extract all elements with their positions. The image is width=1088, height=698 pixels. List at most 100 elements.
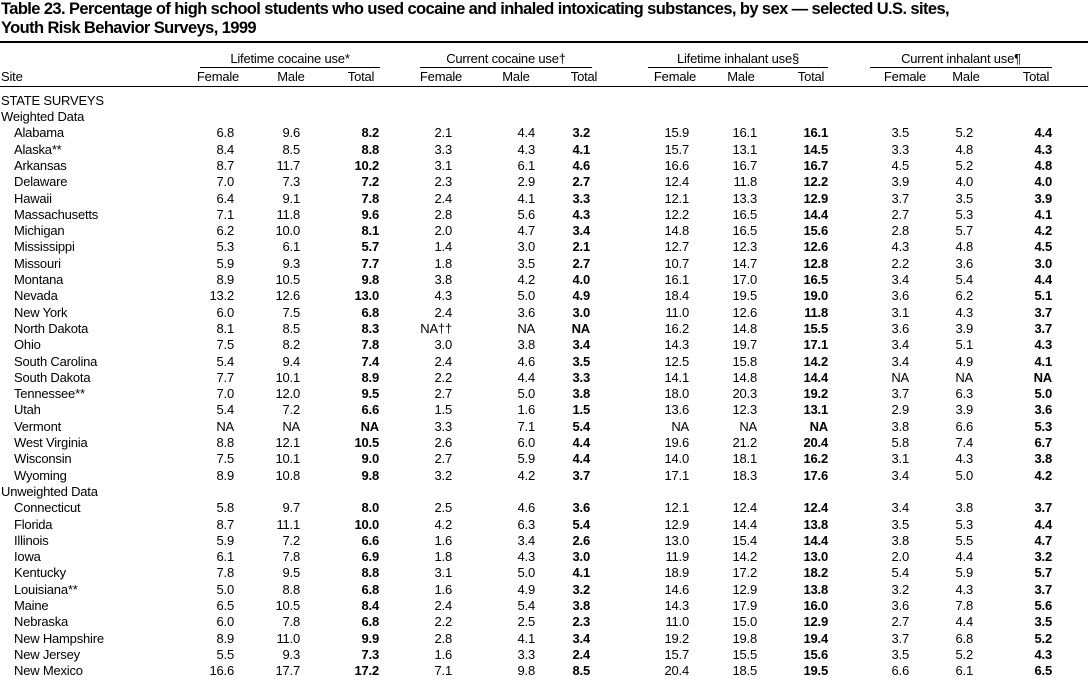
value-cell: 18.1 bbox=[732, 451, 757, 467]
total-cell: 6.6 bbox=[361, 532, 380, 548]
total-cell: 2.4 bbox=[572, 646, 591, 662]
site-name: New Hampshire bbox=[14, 630, 104, 646]
value-cell: 18.9 bbox=[664, 565, 689, 581]
total-cell: 7.2 bbox=[361, 174, 380, 190]
total-cell: 1.5 bbox=[572, 402, 591, 418]
value-cell: 4.6 bbox=[517, 353, 536, 369]
total-cell: 5.7 bbox=[1034, 565, 1053, 581]
value-cell: 4.3 bbox=[955, 451, 974, 467]
value-cell: 3.3 bbox=[891, 141, 910, 157]
value-cell: 16.5 bbox=[732, 206, 757, 222]
value-cell: 18.4 bbox=[664, 288, 689, 304]
total-cell: 9.6 bbox=[361, 206, 380, 222]
value-cell: 5.4 bbox=[891, 565, 910, 581]
value-cell: 6.4 bbox=[216, 190, 235, 206]
site-name: South Carolina bbox=[14, 353, 98, 369]
total-cell: 5.7 bbox=[361, 239, 380, 255]
site-header: Site bbox=[1, 69, 23, 84]
value-cell: 5.2 bbox=[955, 157, 974, 173]
value-cell: 8.5 bbox=[282, 141, 301, 157]
column-header: Female bbox=[196, 69, 240, 84]
total-cell: 4.4 bbox=[1034, 516, 1053, 532]
total-cell: 19.4 bbox=[803, 630, 828, 646]
total-cell: 18.2 bbox=[803, 565, 828, 581]
value-cell: 11.0 bbox=[665, 614, 689, 630]
value-cell: 14.6 bbox=[664, 581, 689, 597]
site-name: Massachusetts bbox=[14, 206, 99, 222]
value-cell: 3.9 bbox=[891, 174, 910, 190]
value-cell: 8.7 bbox=[216, 516, 235, 532]
value-cell: 4.4 bbox=[955, 549, 974, 565]
total-cell: 3.3 bbox=[572, 369, 591, 385]
total-cell: 16.1 bbox=[803, 125, 828, 141]
value-cell: 5.6 bbox=[517, 206, 536, 222]
value-cell: 2.9 bbox=[517, 174, 536, 190]
survey-heading: STATE SURVEYS bbox=[1, 93, 104, 108]
value-cell: 1.6 bbox=[434, 581, 453, 597]
value-cell: 2.0 bbox=[434, 223, 453, 239]
total-cell: 16.5 bbox=[803, 272, 828, 287]
value-cell: 2.7 bbox=[434, 451, 453, 467]
value-cell: 8.9 bbox=[216, 630, 235, 646]
value-cell: 18.0 bbox=[664, 386, 689, 402]
value-cell: 12.1 bbox=[664, 500, 689, 516]
value-cell: 7.8 bbox=[282, 614, 301, 630]
value-cell: 7.5 bbox=[216, 337, 235, 353]
total-cell: 6.8 bbox=[361, 614, 380, 630]
value-cell: 4.3 bbox=[517, 141, 536, 157]
value-cell: 11.9 bbox=[665, 549, 689, 565]
total-cell: 6.8 bbox=[361, 304, 380, 320]
group-header: Current cocaine use† bbox=[446, 51, 566, 66]
value-cell: 5.8 bbox=[216, 500, 235, 516]
total-cell: 9.9 bbox=[361, 630, 380, 646]
site-name: Wyoming bbox=[14, 467, 67, 483]
value-cell: 8.9 bbox=[216, 467, 235, 483]
value-cell: 5.8 bbox=[891, 435, 910, 450]
value-cell: 13.1 bbox=[732, 141, 757, 157]
total-cell: 13.8 bbox=[803, 516, 828, 532]
value-cell: 15.7 bbox=[664, 141, 689, 157]
total-cell: 6.8 bbox=[361, 581, 380, 597]
total-cell: 8.9 bbox=[361, 369, 380, 385]
site-name: Montana bbox=[14, 272, 64, 287]
value-cell: 5.9 bbox=[216, 255, 235, 271]
value-cell: 2.7 bbox=[891, 614, 910, 630]
value-cell: 6.6 bbox=[955, 418, 974, 434]
value-cell: 2.7 bbox=[434, 386, 453, 402]
value-cell: 2.2 bbox=[434, 369, 453, 385]
value-cell: 19.7 bbox=[732, 337, 757, 353]
value-cell: 3.5 bbox=[891, 516, 910, 532]
value-cell: 3.3 bbox=[434, 141, 453, 157]
value-cell: 12.4 bbox=[732, 500, 757, 516]
value-cell: 3.0 bbox=[517, 239, 536, 255]
value-cell: 5.0 bbox=[216, 581, 235, 597]
total-cell: 4.0 bbox=[1034, 174, 1053, 190]
total-cell: 4.1 bbox=[1034, 353, 1053, 369]
value-cell: 7.3 bbox=[282, 174, 301, 190]
value-cell: 8.2 bbox=[282, 337, 301, 353]
total-cell: 3.0 bbox=[572, 549, 591, 565]
value-cell: 3.6 bbox=[517, 304, 536, 320]
value-cell: 4.4 bbox=[955, 614, 974, 630]
value-cell: 3.5 bbox=[891, 125, 910, 141]
total-cell: 4.4 bbox=[1034, 125, 1053, 141]
value-cell: 9.3 bbox=[282, 255, 301, 271]
total-cell: 15.6 bbox=[803, 223, 828, 239]
value-cell: 5.9 bbox=[955, 565, 974, 581]
value-cell: 1.8 bbox=[434, 549, 453, 565]
site-name: Kentucky bbox=[14, 565, 66, 581]
value-cell: 11.0 bbox=[276, 630, 300, 646]
total-cell: 5.4 bbox=[572, 516, 591, 532]
value-cell: 8.9 bbox=[216, 272, 235, 287]
total-cell: 8.0 bbox=[361, 500, 380, 516]
value-cell: NA bbox=[739, 418, 757, 434]
total-cell: 7.3 bbox=[361, 646, 380, 662]
total-cell: 3.8 bbox=[572, 386, 591, 402]
total-cell: 4.2 bbox=[1034, 467, 1053, 483]
value-cell: 4.6 bbox=[517, 500, 536, 516]
total-cell: 14.4 bbox=[803, 369, 828, 385]
total-cell: 4.9 bbox=[572, 288, 591, 304]
value-cell: 12.5 bbox=[664, 353, 689, 369]
value-cell: 15.5 bbox=[732, 646, 757, 662]
site-name: West Virginia bbox=[14, 435, 88, 450]
